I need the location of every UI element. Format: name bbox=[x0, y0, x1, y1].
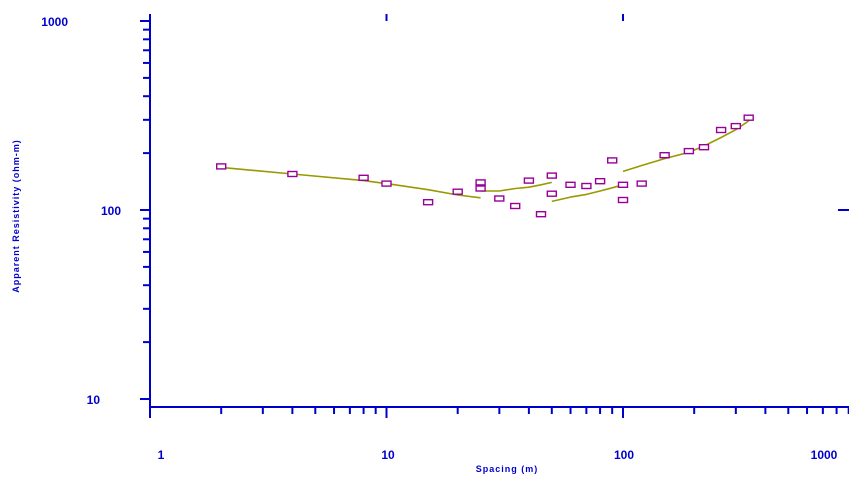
data-point bbox=[381, 180, 392, 187]
data-point bbox=[607, 157, 618, 164]
data-point bbox=[358, 174, 369, 182]
data-point bbox=[683, 147, 695, 155]
data-point bbox=[546, 190, 557, 197]
model-curve-2 bbox=[480, 181, 552, 192]
x-tick-label-1000: 1000 bbox=[811, 448, 838, 462]
data-point bbox=[659, 151, 670, 159]
x-axis-ticks bbox=[149, 14, 849, 418]
x-axis-title: Spacing (m) bbox=[476, 464, 539, 474]
model-curve-1 bbox=[221, 166, 481, 199]
y-tick-label-1000: 1000 bbox=[41, 15, 68, 29]
data-point bbox=[581, 182, 592, 190]
data-point bbox=[422, 198, 434, 206]
data-point bbox=[287, 170, 298, 178]
data-point bbox=[475, 185, 486, 192]
y-tick-label-10: 10 bbox=[87, 393, 101, 407]
data-point bbox=[510, 202, 521, 210]
data-point bbox=[452, 188, 463, 195]
data-point bbox=[215, 163, 227, 170]
model-curve-3 bbox=[551, 184, 624, 203]
data-point bbox=[494, 195, 505, 202]
data-point bbox=[523, 177, 535, 184]
data-point bbox=[535, 210, 547, 218]
x-tick-label-1: 1 bbox=[158, 448, 165, 462]
data-point bbox=[475, 179, 486, 186]
data-point bbox=[565, 181, 576, 189]
data-point bbox=[617, 196, 629, 204]
x-tick-label-10: 10 bbox=[381, 448, 395, 462]
data-point bbox=[730, 122, 741, 130]
data-point bbox=[636, 180, 647, 187]
data-points bbox=[215, 114, 754, 218]
data-point bbox=[743, 114, 754, 121]
data-point bbox=[594, 177, 606, 185]
data-point bbox=[698, 143, 710, 151]
data-point bbox=[715, 126, 727, 134]
model-curve-4 bbox=[622, 120, 750, 173]
y-tick-label-100: 100 bbox=[101, 204, 121, 218]
y-axis-ticks bbox=[140, 20, 849, 400]
chart-axes bbox=[149, 14, 849, 408]
data-point bbox=[546, 172, 557, 179]
x-tick-label-100: 100 bbox=[614, 448, 634, 462]
data-point bbox=[617, 181, 629, 189]
y-axis-title: Apparent Resistivity (ohm-m) bbox=[11, 139, 21, 293]
